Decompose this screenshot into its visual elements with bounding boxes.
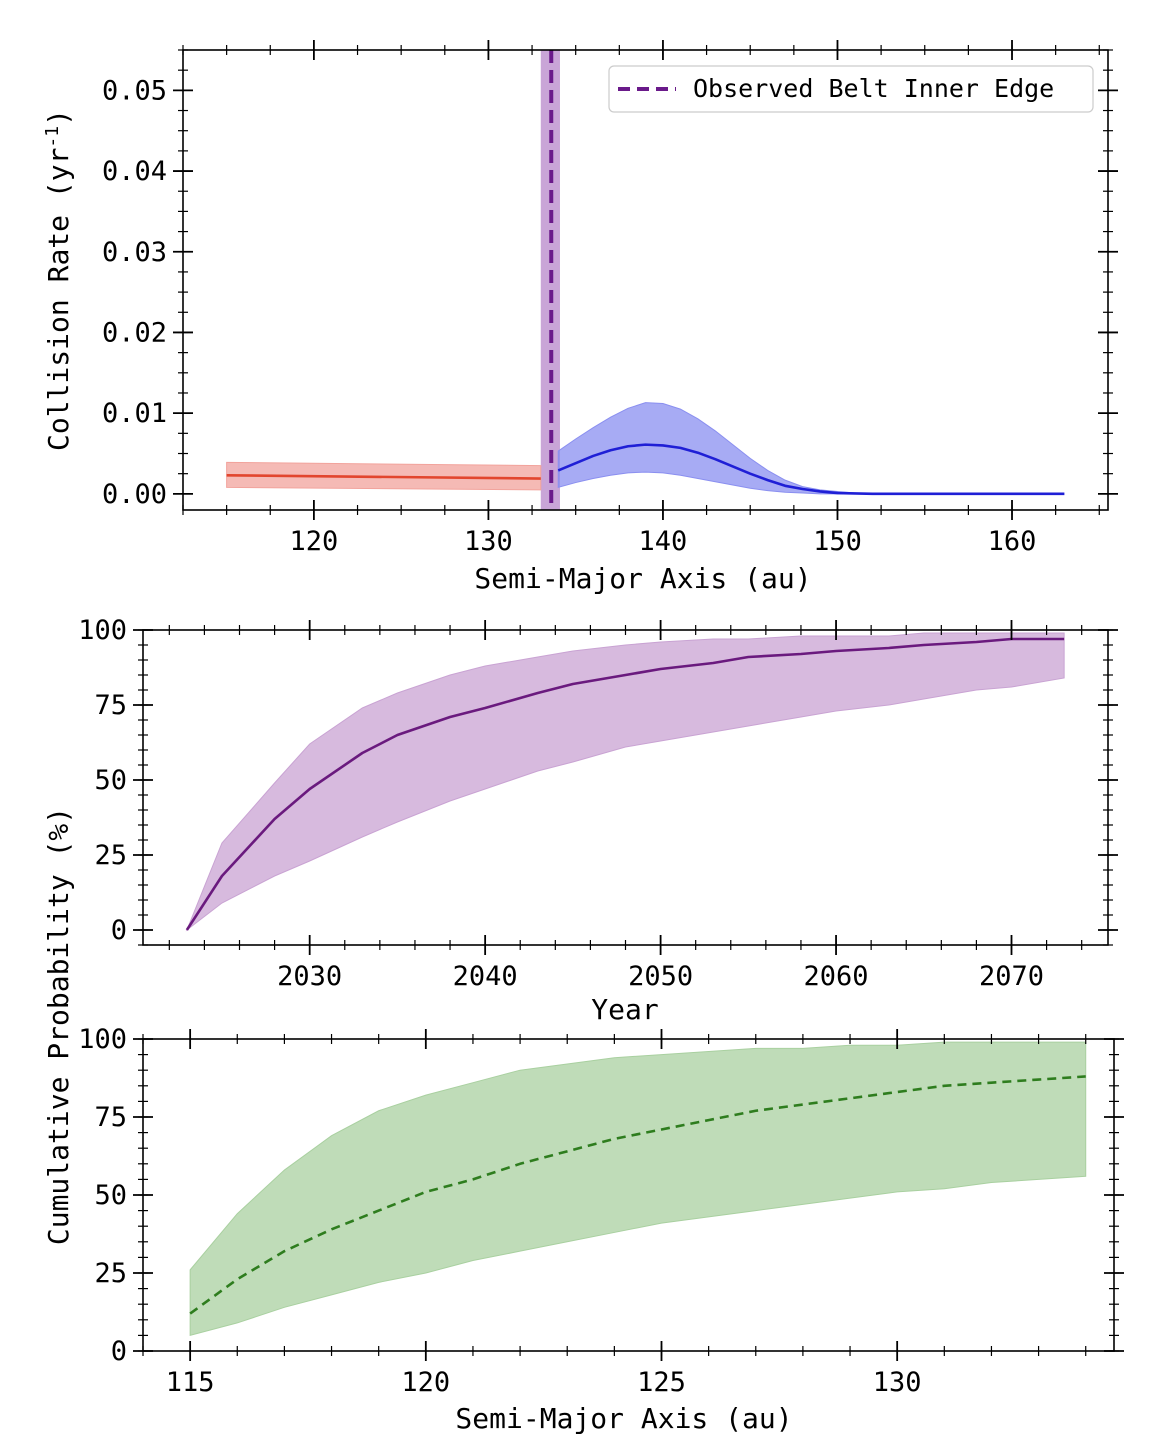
x-tick-label: 120 [401, 1367, 450, 1398]
shared-y-axis-label: Cumulative Probability (%) [42, 807, 75, 1245]
y-tick-label: 0 [111, 915, 127, 946]
top-inner-region-line [226, 474, 541, 480]
top-y-axis-label-close: ) [42, 109, 75, 126]
bottom-panel-bands [189, 1041, 1087, 1337]
middle-panel-bands [185, 632, 1065, 932]
x-tick-label: 150 [813, 526, 862, 557]
middle-panel: 2030 2040 2050 2060 2070 0 25 50 75 100 Year [78, 615, 1118, 1026]
y-tick-label: 25 [94, 840, 127, 871]
top-y-axis-label-main: Collision Rate (yr [42, 148, 75, 451]
legend-box [608, 65, 1094, 113]
top-belt-region-line [557, 443, 1065, 496]
top-legend: Observed Belt Inner Edge [608, 65, 1094, 113]
x-tick-label: 2050 [628, 961, 693, 992]
x-tick-label: 115 [166, 1367, 215, 1398]
middle-panel-tick-labels: 2030 2040 2050 2060 2070 0 25 50 75 100 [78, 615, 1044, 992]
y-tick-label: 0.02 [102, 317, 167, 348]
x-tick-label: 160 [988, 526, 1037, 557]
top-panel-frame [182, 49, 1109, 511]
top-y-axis-label: Collision Rate (yr-1) [42, 109, 75, 451]
x-tick-label: 2070 [979, 961, 1044, 992]
top-y-axis-label-exponent: -1 [42, 126, 63, 148]
bottom-panel-tick-labels: 115 120 125 130 0 25 50 75 100 [78, 1024, 921, 1398]
middle-cumulative-probability-band [185, 632, 1065, 932]
y-tick-label: 50 [94, 1180, 127, 1211]
top-panel-tick-labels: 120 130 140 150 160 0.00 0.01 0.02 0.03 0.04 0.05 [102, 75, 1036, 557]
x-tick-label: 125 [637, 1367, 686, 1398]
x-tick-label: 130 [464, 526, 513, 557]
top-x-axis-label: Semi-Major Axis (au) [474, 562, 811, 595]
bottom-cumulative-probability-line [189, 1075, 1086, 1315]
middle-panel-lines [185, 637, 1065, 931]
top-panel: 120 130 140 150 1600.000.010.020.030.040.05 … [42, 40, 1118, 595]
y-tick-label: 0.04 [102, 156, 167, 187]
x-tick-label: 140 [639, 526, 688, 557]
x-tick-label: 130 [873, 1367, 922, 1398]
x-tick-label: 2060 [804, 961, 869, 992]
top-panel-lines [226, 50, 1065, 510]
bottom-x-axis-label: Semi-Major Axis (au) [455, 1402, 792, 1435]
x-tick-label: 2030 [277, 961, 342, 992]
bottom-panel-frame [142, 1038, 1115, 1352]
legend-label: Observed Belt Inner Edge [693, 74, 1054, 103]
y-tick-label: 0.05 [102, 75, 167, 106]
y-tick-label: 100 [78, 615, 127, 646]
x-tick-label: 2040 [453, 961, 518, 992]
x-tick-label: 120 [290, 526, 339, 557]
middle-x-axis-label: Year [591, 993, 658, 1026]
y-tick-label: 0 [111, 1336, 127, 1367]
middle-panel-frame [142, 629, 1109, 946]
middle-cumulative-probability-line [185, 637, 1065, 931]
y-tick-label: 75 [94, 690, 127, 721]
y-tick-label: 75 [94, 1102, 127, 1133]
y-tick-label: 50 [94, 765, 127, 796]
y-tick-label: 0.00 [102, 479, 167, 510]
bottom-panel-lines [189, 1075, 1086, 1315]
y-tick-label: 100 [78, 1024, 127, 1055]
bottom-panel: 115 120 125 130 0 25 50 75 100 Semi-Major Axis (… [78, 1024, 1124, 1435]
y-tick-label: 0.03 [102, 237, 167, 268]
y-tick-label: 25 [94, 1258, 127, 1289]
y-tick-label: 0.01 [102, 398, 167, 429]
bottom-cumulative-probability-band [189, 1041, 1087, 1337]
